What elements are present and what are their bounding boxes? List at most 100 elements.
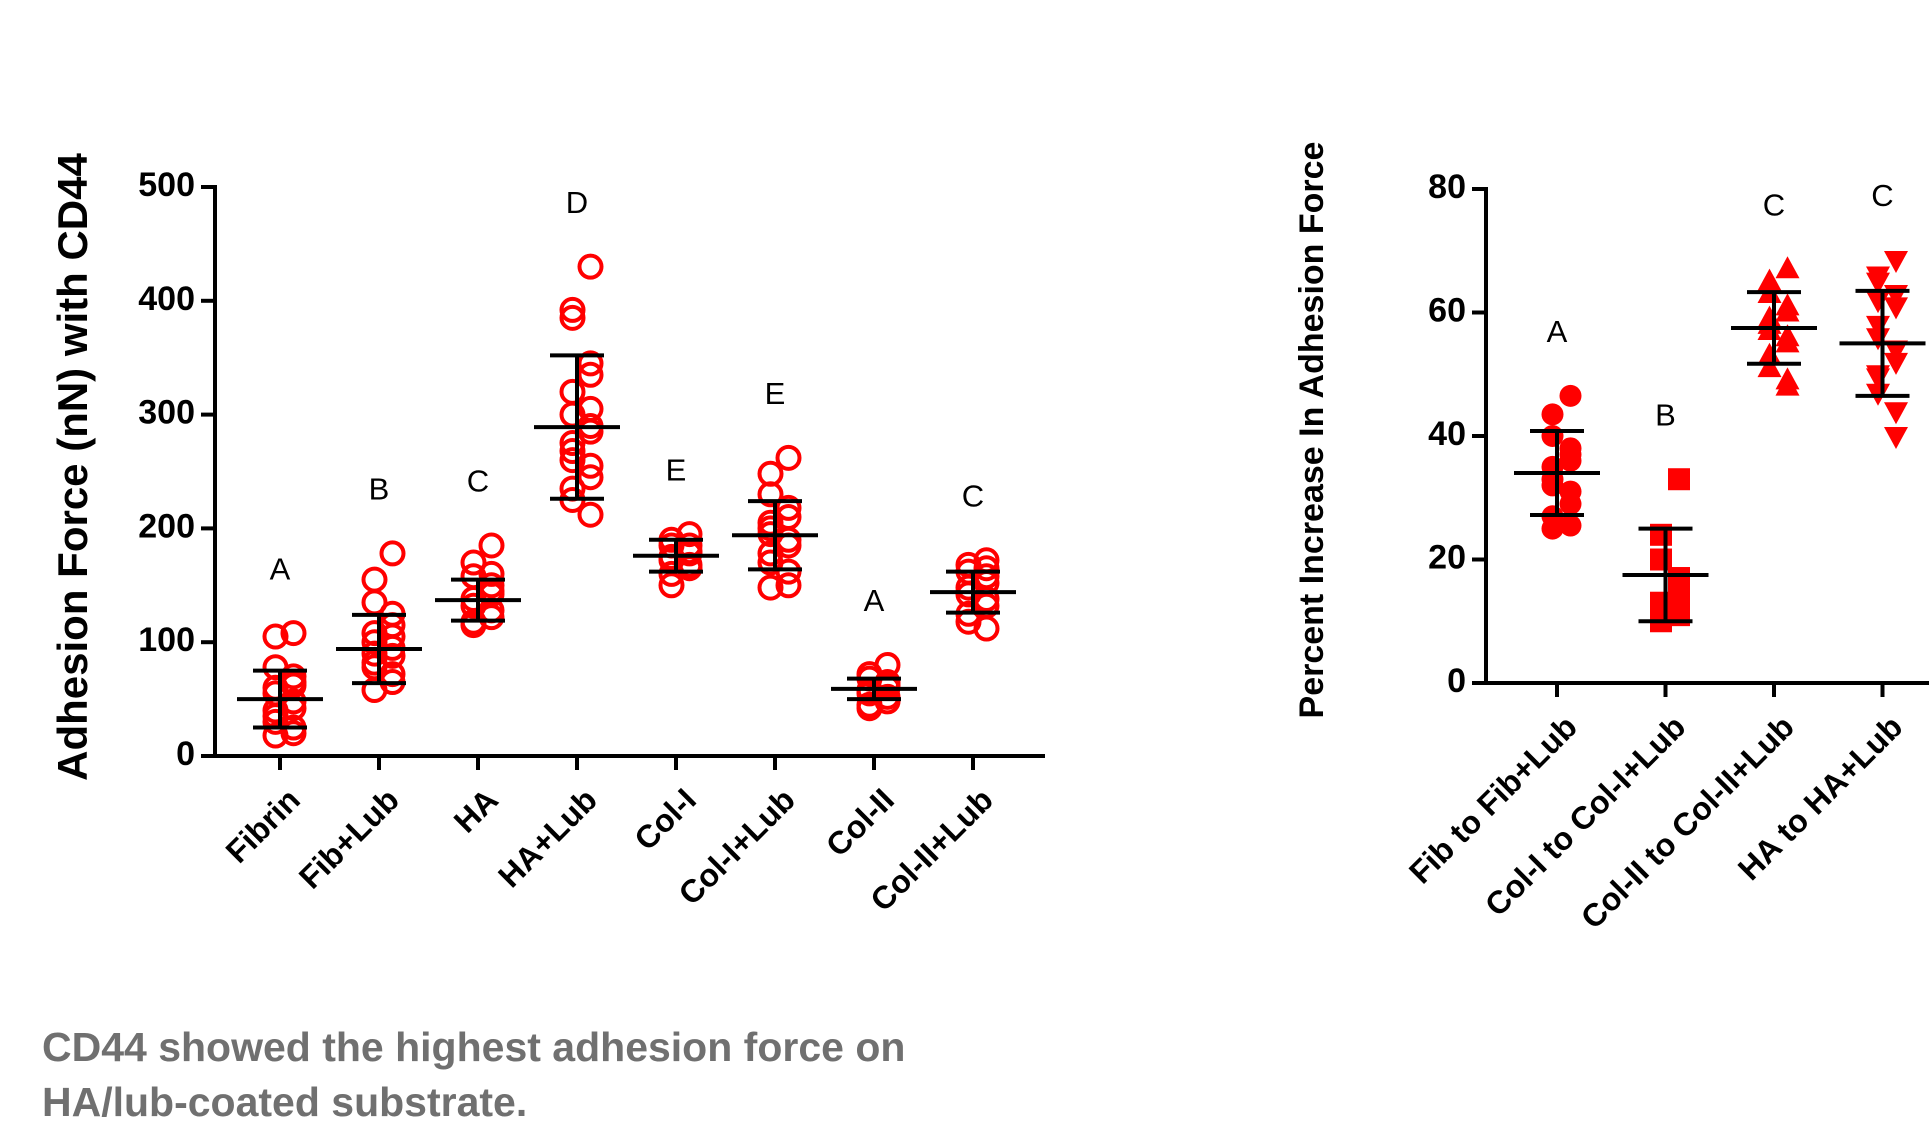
significance-letter: D xyxy=(566,185,588,220)
x-tick-label: Col-II to Col-II+Lub xyxy=(1574,708,1801,935)
data-point xyxy=(1559,514,1582,537)
data-point xyxy=(973,555,1000,582)
x-tick-label: Col-I to Col-I+Lub xyxy=(1478,708,1693,923)
data-point xyxy=(1541,403,1564,426)
significance-letter: B xyxy=(1655,397,1676,432)
x-tick-label: Fib+Lub xyxy=(292,781,406,895)
data-point xyxy=(1541,425,1564,447)
data-point xyxy=(757,574,784,601)
data-point xyxy=(658,560,685,587)
data-point xyxy=(775,444,802,471)
data-point xyxy=(478,532,505,559)
data-point xyxy=(973,615,1000,642)
data-point xyxy=(1559,443,1582,466)
data-point xyxy=(775,558,802,585)
y-axis-label: Percent Increase In Adhesion Force xyxy=(1293,142,1331,719)
significance-letter: A xyxy=(270,551,291,586)
significance-letter: C xyxy=(962,478,984,513)
data-point xyxy=(1541,474,1564,497)
data-point xyxy=(1884,340,1908,363)
data-point xyxy=(1757,305,1782,328)
significance-letter: C xyxy=(1763,187,1785,222)
data-point xyxy=(559,447,586,474)
data-point xyxy=(577,350,604,377)
data-point xyxy=(361,640,388,667)
data-point xyxy=(1884,251,1908,274)
data-point xyxy=(460,592,487,619)
data-point xyxy=(757,540,784,567)
data-point xyxy=(1775,373,1800,396)
y-tick-label: 300 xyxy=(138,394,195,432)
data-point xyxy=(1559,492,1582,515)
data-point xyxy=(955,581,982,608)
y-tick-label: 500 xyxy=(138,166,195,204)
data-point xyxy=(361,676,388,703)
data-point xyxy=(775,572,802,599)
data-point xyxy=(1757,355,1782,378)
data-point xyxy=(658,572,685,599)
data-point xyxy=(1541,517,1564,540)
data-point xyxy=(280,620,307,647)
data-point xyxy=(1668,468,1690,491)
data-point xyxy=(559,430,586,457)
data-point xyxy=(559,296,586,323)
data-point xyxy=(577,395,604,422)
y-tick-label: 0 xyxy=(176,735,195,773)
data-point xyxy=(559,378,586,405)
data-point xyxy=(775,494,802,521)
significance-letter: C xyxy=(1871,178,1893,213)
data-point xyxy=(577,253,604,280)
x-tick-label: Col-I xyxy=(627,781,703,857)
y-tick-label: 400 xyxy=(138,280,195,318)
caption-line: HA/lub-coated substrate. xyxy=(42,1079,527,1125)
y-tick-label: 40 xyxy=(1428,415,1466,453)
y-tick-label: 0 xyxy=(1447,662,1466,700)
data-point xyxy=(577,464,604,491)
y-tick-label: 60 xyxy=(1428,291,1466,329)
y-tick-label: 200 xyxy=(138,507,195,545)
data-point xyxy=(1884,427,1908,449)
x-tick-label: Fibrin xyxy=(219,781,307,869)
y-tick-label: 80 xyxy=(1428,168,1466,206)
significance-letter: A xyxy=(1547,314,1568,349)
data-point xyxy=(577,361,604,388)
data-point xyxy=(1559,384,1582,407)
data-point xyxy=(1884,402,1908,425)
data-point xyxy=(1866,328,1890,351)
data-point xyxy=(559,304,586,331)
data-point xyxy=(460,549,487,576)
significance-letter: C xyxy=(467,464,489,499)
data-point xyxy=(361,566,388,593)
data-point xyxy=(559,438,586,465)
data-point xyxy=(379,540,406,567)
x-tick-label: HA+Lub xyxy=(491,781,604,894)
data-point xyxy=(874,669,901,696)
data-point xyxy=(577,501,604,528)
data-point xyxy=(1866,272,1890,295)
significance-letter: A xyxy=(864,583,885,618)
caption-line: CD44 showed the highest adhesion force o… xyxy=(42,1024,905,1070)
data-point xyxy=(280,720,307,747)
data-point xyxy=(1866,291,1890,314)
data-point xyxy=(1775,256,1800,279)
y-tick-label: 20 xyxy=(1428,538,1466,576)
data-point xyxy=(1775,330,1800,353)
y-axis-label: Adhesion Force (nN) with CD44 xyxy=(49,153,96,781)
x-tick-label: Col-II xyxy=(819,781,901,863)
data-point xyxy=(1757,268,1782,291)
x-tick-label: HA xyxy=(447,781,505,839)
data-point xyxy=(1668,579,1690,602)
data-point xyxy=(1884,352,1908,375)
data-point xyxy=(1775,299,1800,322)
data-point xyxy=(460,612,487,639)
significance-letter: E xyxy=(765,376,786,411)
data-point xyxy=(262,722,289,749)
data-point xyxy=(280,672,307,699)
significance-letter: E xyxy=(666,452,687,487)
data-point xyxy=(478,560,505,587)
data-point xyxy=(262,623,289,650)
data-point xyxy=(757,481,784,508)
significance-letter: B xyxy=(369,472,390,507)
data-point xyxy=(1884,297,1908,320)
